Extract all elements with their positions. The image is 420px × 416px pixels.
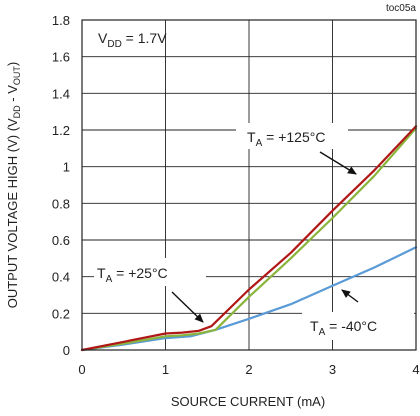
x-tick-label: 1 xyxy=(162,362,169,377)
annotation-25-label: TA = +25°C xyxy=(97,265,168,285)
condition-label: VDD = 1.7V xyxy=(98,30,167,50)
x-tick-label: 2 xyxy=(245,362,252,377)
series-line-1 xyxy=(80,127,418,352)
y-tick-label: 0.4 xyxy=(52,270,70,285)
x-tick-label: 0 xyxy=(78,362,85,377)
series-line-2 xyxy=(80,246,418,352)
y-tick-label: 1.4 xyxy=(52,86,70,101)
y-tick-label: 1.8 xyxy=(52,13,70,28)
y-axis-title: OUTPUT VOLTAGE HIGH (V) (VDD - VOUT) xyxy=(5,62,22,309)
plot-frame xyxy=(81,19,417,351)
x-tick-label: 4 xyxy=(412,362,419,377)
tick-labels: 0 1 2 3 4 0 0.2 0.4 0.6 0.8 1 1.2 1.4 1.6 1.8 xyxy=(52,13,420,377)
annotation-125-bg xyxy=(236,123,348,149)
figure-id: toc05a xyxy=(386,3,416,14)
series-line-0 xyxy=(80,125,418,352)
annotation-n40-arrow xyxy=(341,289,359,303)
annotation-25-bg xyxy=(94,258,206,286)
y-tick-label: 0 xyxy=(63,343,70,358)
annotation-125-label: TA = +125°C xyxy=(247,129,325,149)
annotation-n40-bg xyxy=(302,312,414,340)
y-tick-label: 1.2 xyxy=(52,123,70,138)
y-tick-label: 1.6 xyxy=(52,50,70,65)
x-tick-label: 3 xyxy=(329,362,336,377)
annotation-125-arrow xyxy=(319,151,357,175)
y-tick-label: 0.8 xyxy=(52,196,70,211)
y-tick-label: 0.6 xyxy=(52,233,70,248)
annotation-n40-label: TA = -40°C xyxy=(310,318,377,338)
annotation-25-arrow xyxy=(171,291,204,323)
x-axis-title: SOURCE CURRENT (mA) xyxy=(171,394,325,409)
y-tick-label: 0.2 xyxy=(52,306,70,321)
series-layer xyxy=(80,125,418,352)
y-tick-label: 1 xyxy=(63,160,70,175)
